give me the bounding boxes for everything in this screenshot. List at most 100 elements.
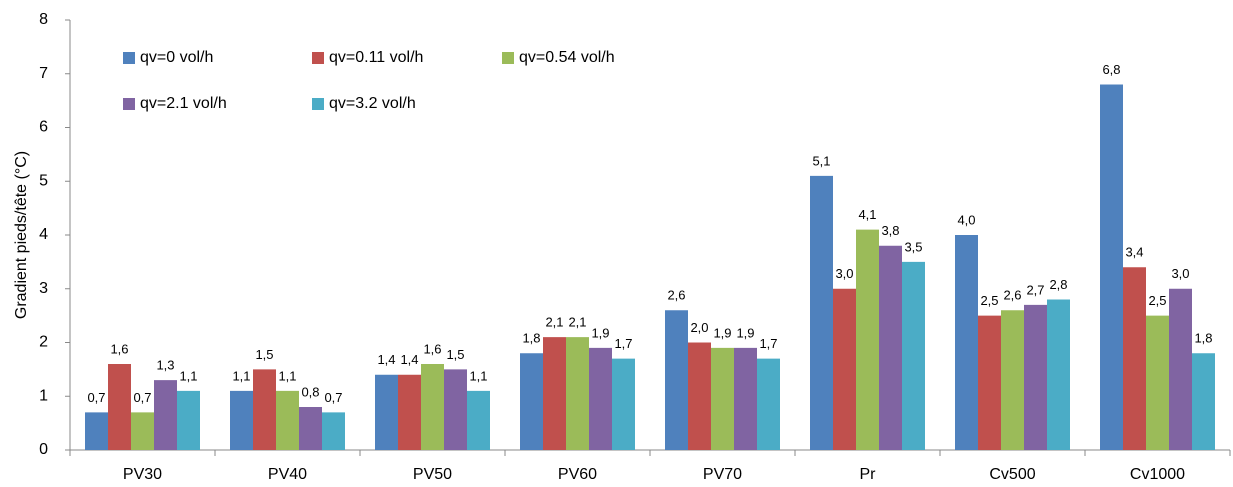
bar (85, 412, 108, 450)
value-label: 1,5 (446, 347, 464, 362)
bar (711, 347, 734, 450)
value-label: 1,9 (591, 325, 609, 340)
value-label: 4,0 (957, 212, 975, 227)
legend-swatch (312, 52, 324, 64)
bar (902, 261, 925, 450)
value-label: 0,8 (301, 384, 319, 399)
x-tick-label: PV40 (268, 466, 307, 483)
legend-swatch (123, 52, 135, 64)
bar (1100, 84, 1123, 450)
bar (131, 412, 154, 450)
bar (398, 374, 421, 450)
legend-label: qv=0 vol/h (140, 49, 213, 66)
x-tick-label: Cv500 (989, 466, 1035, 483)
bar (856, 229, 879, 450)
value-label: 2,5 (980, 293, 998, 308)
value-label: 5,1 (812, 153, 830, 168)
y-tick-label: 3 (39, 280, 48, 297)
value-label: 0,7 (133, 390, 151, 405)
bar (299, 407, 322, 450)
bar (978, 315, 1001, 450)
value-label: 2,1 (545, 315, 563, 330)
value-label: 2,6 (667, 288, 685, 303)
bar (543, 337, 566, 450)
bar (253, 369, 276, 450)
legend-label: qv=2.1 vol/h (140, 95, 227, 112)
value-label: 1,1 (469, 368, 487, 383)
bar (1169, 288, 1192, 450)
bar (154, 380, 177, 450)
value-label: 3,5 (904, 239, 922, 254)
value-label: 4,1 (858, 207, 876, 222)
value-label: 2,5 (1148, 293, 1166, 308)
bar (108, 364, 131, 450)
value-label: 2,6 (1003, 288, 1021, 303)
legend-label: qv=0.11 vol/h (329, 49, 423, 66)
y-tick-label: 8 (39, 11, 48, 28)
y-tick-label: 4 (39, 226, 48, 243)
value-label: 1,5 (255, 347, 273, 362)
bar (665, 310, 688, 450)
x-tick-label: PV30 (123, 466, 162, 483)
value-label: 1,6 (423, 341, 441, 356)
x-tick-label: Pr (860, 466, 877, 483)
value-label: 6,8 (1102, 62, 1120, 77)
value-label: 1,7 (614, 336, 632, 351)
value-label: 2,0 (690, 320, 708, 335)
value-label: 2,7 (1026, 282, 1044, 297)
y-tick-label: 7 (39, 65, 48, 82)
bar (230, 390, 253, 450)
bar (322, 412, 345, 450)
value-label: 1,4 (400, 352, 418, 367)
bar (833, 288, 856, 450)
x-tick-label: PV50 (413, 466, 452, 483)
value-label: 3,0 (1171, 266, 1189, 281)
bar (1192, 353, 1215, 450)
value-label: 1,9 (736, 325, 754, 340)
x-tick-label: Cv1000 (1130, 466, 1185, 483)
legend-swatch (502, 52, 514, 64)
bar (566, 337, 589, 450)
bar (757, 358, 780, 450)
y-tick-label: 6 (39, 119, 48, 136)
bar (1146, 315, 1169, 450)
bar (375, 374, 398, 450)
value-label: 3,0 (835, 266, 853, 281)
value-label: 1,9 (713, 325, 731, 340)
value-label: 1,1 (278, 368, 296, 383)
y-tick-label: 1 (39, 387, 48, 404)
bar (589, 347, 612, 450)
bar (1001, 310, 1024, 450)
bar (1047, 299, 1070, 450)
bar (520, 353, 543, 450)
value-label: 2,1 (568, 315, 586, 330)
value-label: 2,8 (1049, 277, 1067, 292)
bar (612, 358, 635, 450)
value-label: 0,7 (324, 390, 342, 405)
y-tick-label: 0 (39, 441, 48, 458)
value-label: 1,4 (377, 352, 395, 367)
bar (467, 390, 490, 450)
bar (177, 390, 200, 450)
y-tick-label: 5 (39, 172, 48, 189)
value-label: 1,7 (759, 336, 777, 351)
legend-swatch (312, 98, 324, 110)
bar (810, 175, 833, 450)
bar (955, 235, 978, 450)
x-tick-label: PV70 (703, 466, 742, 483)
bar (276, 390, 299, 450)
value-label: 1,8 (522, 331, 540, 346)
bar (444, 369, 467, 450)
bar (1024, 304, 1047, 450)
bar (421, 364, 444, 450)
value-label: 1,1 (232, 368, 250, 383)
legend-label: qv=0.54 vol/h (519, 49, 615, 66)
value-label: 0,7 (87, 390, 105, 405)
value-label: 3,4 (1125, 245, 1143, 260)
x-tick-label: PV60 (558, 466, 597, 483)
bar (1123, 267, 1146, 450)
bar (688, 342, 711, 450)
bar (734, 347, 757, 450)
